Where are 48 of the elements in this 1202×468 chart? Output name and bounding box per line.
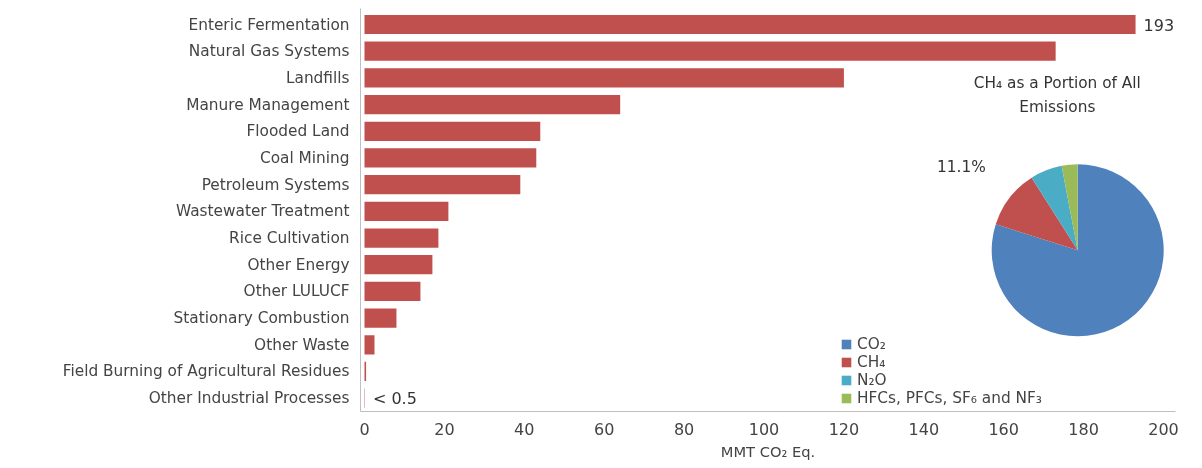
y-tick-label: Other Waste [254, 335, 350, 354]
bar [364, 68, 844, 88]
y-tick-label: Other Energy [247, 255, 350, 274]
y-tick-label: Stationary Combustion [173, 309, 350, 328]
x-tick-label: 140 [908, 419, 940, 439]
bar [364, 148, 537, 168]
legend-label: N₂O [857, 371, 887, 389]
x-tick-label: 0 [359, 419, 370, 439]
bar [364, 175, 521, 195]
bar [364, 281, 421, 302]
y-tick-label: Petroleum Systems [201, 175, 350, 194]
y-tick-label: Enteric Fermentation [188, 15, 350, 34]
x-tick-label: 20 [434, 419, 455, 439]
bar [364, 41, 1056, 61]
y-tick-label: Other Industrial Processes [148, 389, 350, 408]
y-tick-label: Field Burning of Agricultural Residues [62, 362, 350, 381]
bar [364, 201, 449, 221]
y-tick-label: Other LULUCF [243, 282, 350, 301]
bar [364, 308, 397, 328]
y-tick-label: Flooded Land [246, 122, 350, 141]
x-axis-title: MMT CO₂ Eq. [720, 442, 816, 460]
legend-label: HFCs, PFCs, SF₆ and NF₃ [857, 389, 1042, 407]
x-tick-label: 160 [988, 419, 1019, 439]
x-tick-label: 120 [828, 419, 860, 439]
bar [364, 14, 1136, 35]
bar [364, 228, 439, 248]
x-tick-label: 180 [1068, 419, 1099, 439]
chart-title: CH₄ as a Portion of All Emissions [973, 74, 1141, 116]
y-tick-label: Natural Gas Systems [188, 42, 350, 61]
legend-label: CO₂ [857, 335, 886, 353]
y-tick-label: Rice Cultivation [229, 229, 350, 248]
y-tick-label: Landfills [285, 68, 350, 87]
x-tick-label: 60 [594, 419, 615, 439]
bar [364, 121, 541, 141]
x-tick-label: 200 [1148, 419, 1179, 439]
legend-label: CH₄ [857, 353, 886, 371]
y-tick-label: Manure Management [186, 95, 350, 114]
y-tick-label: Coal Mining [259, 148, 350, 167]
x-tick-label: 100 [748, 419, 780, 439]
data-label: 11.1% [937, 158, 986, 177]
x-tick-label: 40 [514, 419, 535, 439]
data-label: 193 [1143, 15, 1175, 35]
bar [364, 335, 375, 355]
bar [364, 94, 621, 115]
data-label: < 0.5 [372, 388, 417, 408]
x-tick-label: 80 [673, 419, 695, 439]
y-tick-label: Wastewater Treatment [175, 202, 350, 221]
bar [364, 255, 433, 275]
